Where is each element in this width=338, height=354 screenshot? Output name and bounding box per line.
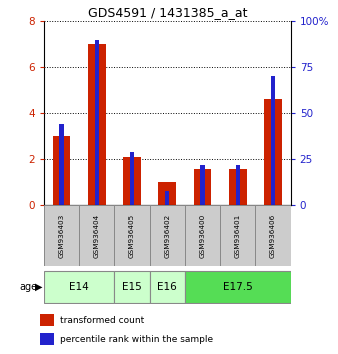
- Text: ▶: ▶: [35, 282, 42, 292]
- Text: GSM936404: GSM936404: [94, 213, 100, 258]
- Bar: [123, 157, 141, 205]
- FancyBboxPatch shape: [185, 205, 220, 266]
- FancyBboxPatch shape: [115, 271, 150, 303]
- Bar: [200, 165, 205, 205]
- FancyBboxPatch shape: [150, 205, 185, 266]
- Bar: [88, 44, 105, 205]
- Text: GSM936405: GSM936405: [129, 213, 135, 258]
- Bar: [130, 152, 134, 205]
- Title: GDS4591 / 1431385_a_at: GDS4591 / 1431385_a_at: [88, 6, 247, 19]
- Bar: [95, 40, 99, 205]
- FancyBboxPatch shape: [256, 205, 291, 266]
- Bar: [271, 76, 275, 205]
- Text: E15: E15: [122, 282, 142, 292]
- FancyBboxPatch shape: [150, 271, 185, 303]
- Bar: [40, 314, 54, 326]
- FancyBboxPatch shape: [115, 205, 150, 266]
- Bar: [194, 169, 211, 205]
- Bar: [229, 169, 247, 205]
- Bar: [53, 136, 70, 205]
- Text: E14: E14: [69, 282, 89, 292]
- Bar: [59, 124, 64, 205]
- FancyBboxPatch shape: [44, 271, 115, 303]
- Bar: [264, 99, 282, 205]
- Text: GSM936400: GSM936400: [199, 213, 206, 258]
- Bar: [159, 182, 176, 205]
- Text: age: age: [19, 282, 37, 292]
- FancyBboxPatch shape: [220, 205, 256, 266]
- Text: GSM936402: GSM936402: [164, 213, 170, 258]
- Text: GSM936403: GSM936403: [58, 213, 65, 258]
- Text: transformed count: transformed count: [60, 316, 144, 325]
- Text: E17.5: E17.5: [223, 282, 253, 292]
- Bar: [40, 333, 54, 346]
- Text: GSM936406: GSM936406: [270, 213, 276, 258]
- FancyBboxPatch shape: [44, 205, 79, 266]
- Text: E16: E16: [158, 282, 177, 292]
- Bar: [236, 165, 240, 205]
- Text: GSM936401: GSM936401: [235, 213, 241, 258]
- Bar: [165, 190, 169, 205]
- FancyBboxPatch shape: [79, 205, 115, 266]
- FancyBboxPatch shape: [185, 271, 291, 303]
- Text: percentile rank within the sample: percentile rank within the sample: [60, 335, 213, 344]
